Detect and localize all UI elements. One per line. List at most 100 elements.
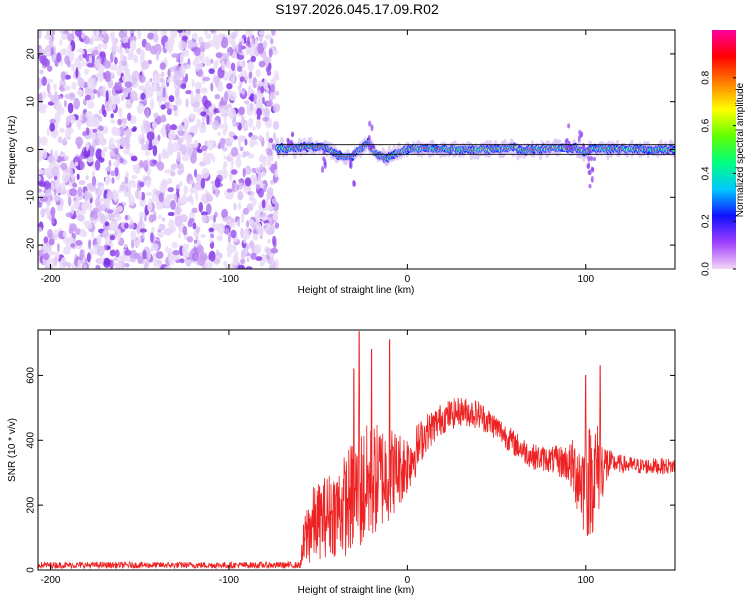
- noise-blob: [266, 154, 272, 164]
- noise-blob: [137, 30, 142, 40]
- noise-blob: [39, 69, 44, 75]
- noise-blob: [151, 159, 158, 165]
- noise-blob: [145, 108, 150, 119]
- noise-blob: [166, 78, 172, 83]
- noise-blob: [38, 249, 44, 257]
- noise-blob: [259, 35, 263, 43]
- noise-blob: [212, 34, 220, 45]
- noise-blob: [259, 171, 266, 177]
- noise-blob: [53, 188, 57, 196]
- noise-blob: [79, 228, 86, 238]
- noise-blob: [38, 136, 41, 148]
- noise-blob: [115, 128, 121, 137]
- noise-blob: [56, 205, 64, 212]
- noise-blob: [41, 76, 47, 86]
- noise-blob: [230, 62, 236, 71]
- noise-blob: [147, 201, 153, 212]
- noise-blob: [248, 117, 254, 128]
- noise-blob: [210, 58, 214, 64]
- noise-blob: [114, 166, 119, 177]
- noise-blob: [119, 184, 126, 192]
- noise-blob: [235, 157, 242, 168]
- noise-blob: [250, 174, 257, 186]
- noise-blob: [265, 247, 272, 255]
- noise-blob: [180, 163, 185, 175]
- trace-fringe: [323, 162, 327, 169]
- noise-blob: [161, 148, 167, 157]
- noise-blob: [207, 139, 214, 151]
- noise-blob: [99, 213, 105, 219]
- noise-blob: [84, 94, 91, 101]
- noise-blob: [166, 194, 175, 200]
- noise-blob: [244, 165, 252, 175]
- noise-blob: [159, 62, 166, 70]
- noise-blob: [221, 208, 229, 219]
- noise-blob: [63, 137, 66, 146]
- noise-blob: [118, 61, 123, 68]
- noise-blob: [50, 206, 56, 217]
- noise-blob: [222, 172, 226, 180]
- noise-blob: [183, 185, 189, 195]
- noise-blob: [95, 58, 101, 70]
- noise-blob: [258, 81, 264, 87]
- noise-blob: [122, 35, 130, 45]
- noise-blob: [118, 107, 123, 118]
- noise-blob: [141, 144, 149, 151]
- noise-blob: [46, 127, 50, 136]
- noise-blob: [104, 167, 112, 172]
- noise-blob: [145, 139, 150, 146]
- noise-blob: [185, 73, 189, 83]
- noise-blob: [186, 30, 191, 37]
- noise-blob: [110, 220, 118, 232]
- noise-blob: [86, 63, 95, 68]
- noise-blob: [167, 69, 171, 78]
- noise-blob: [129, 258, 136, 263]
- noise-blob: [244, 177, 252, 187]
- noise-blob: [116, 214, 122, 222]
- noise-blob: [226, 83, 233, 90]
- noise-blob: [131, 174, 138, 180]
- noise-blob: [208, 227, 215, 232]
- noise-blob: [102, 30, 107, 37]
- noise-blob: [129, 30, 135, 34]
- noise-blob: [187, 39, 194, 50]
- noise-blob: [188, 113, 197, 119]
- noise-blob: [185, 64, 191, 69]
- noise-blob: [119, 136, 127, 148]
- reference-lines: [277, 144, 675, 155]
- noise-blob: [252, 229, 258, 235]
- noise-blob: [110, 170, 116, 177]
- noise-blob: [174, 87, 180, 99]
- noise-blob: [180, 196, 188, 205]
- noise-blob: [103, 197, 111, 207]
- noise-blob: [191, 207, 198, 214]
- noise-blob: [248, 195, 253, 202]
- noise-blob: [196, 62, 204, 69]
- noise-blob: [52, 95, 60, 104]
- noise-blob: [109, 234, 116, 241]
- noise-blob: [162, 87, 166, 98]
- noise-blob: [250, 252, 257, 260]
- noise-blob: [237, 202, 242, 211]
- noise-blob: [257, 187, 264, 198]
- noise-blob: [87, 100, 95, 109]
- noise-blob: [214, 94, 221, 100]
- noise-blob: [177, 197, 182, 205]
- noise-blob: [260, 253, 267, 264]
- noise-blob: [113, 84, 120, 91]
- noise-blob: [266, 69, 272, 76]
- snr-xtick-label: -100: [219, 575, 239, 586]
- noise-blob: [214, 78, 220, 88]
- spectrogram-ytick-label: 0: [26, 146, 37, 152]
- noise-blob: [151, 214, 157, 222]
- noise-blob: [257, 210, 261, 221]
- noise-blob: [53, 83, 57, 90]
- noise-blob: [257, 173, 262, 184]
- noise-blob: [197, 69, 204, 78]
- noise-blob: [238, 42, 243, 54]
- noise-blob: [92, 176, 97, 186]
- noise-blob: [236, 218, 241, 227]
- noise-blob: [113, 161, 120, 168]
- noise-blob: [226, 188, 233, 193]
- noise-blob: [167, 177, 173, 185]
